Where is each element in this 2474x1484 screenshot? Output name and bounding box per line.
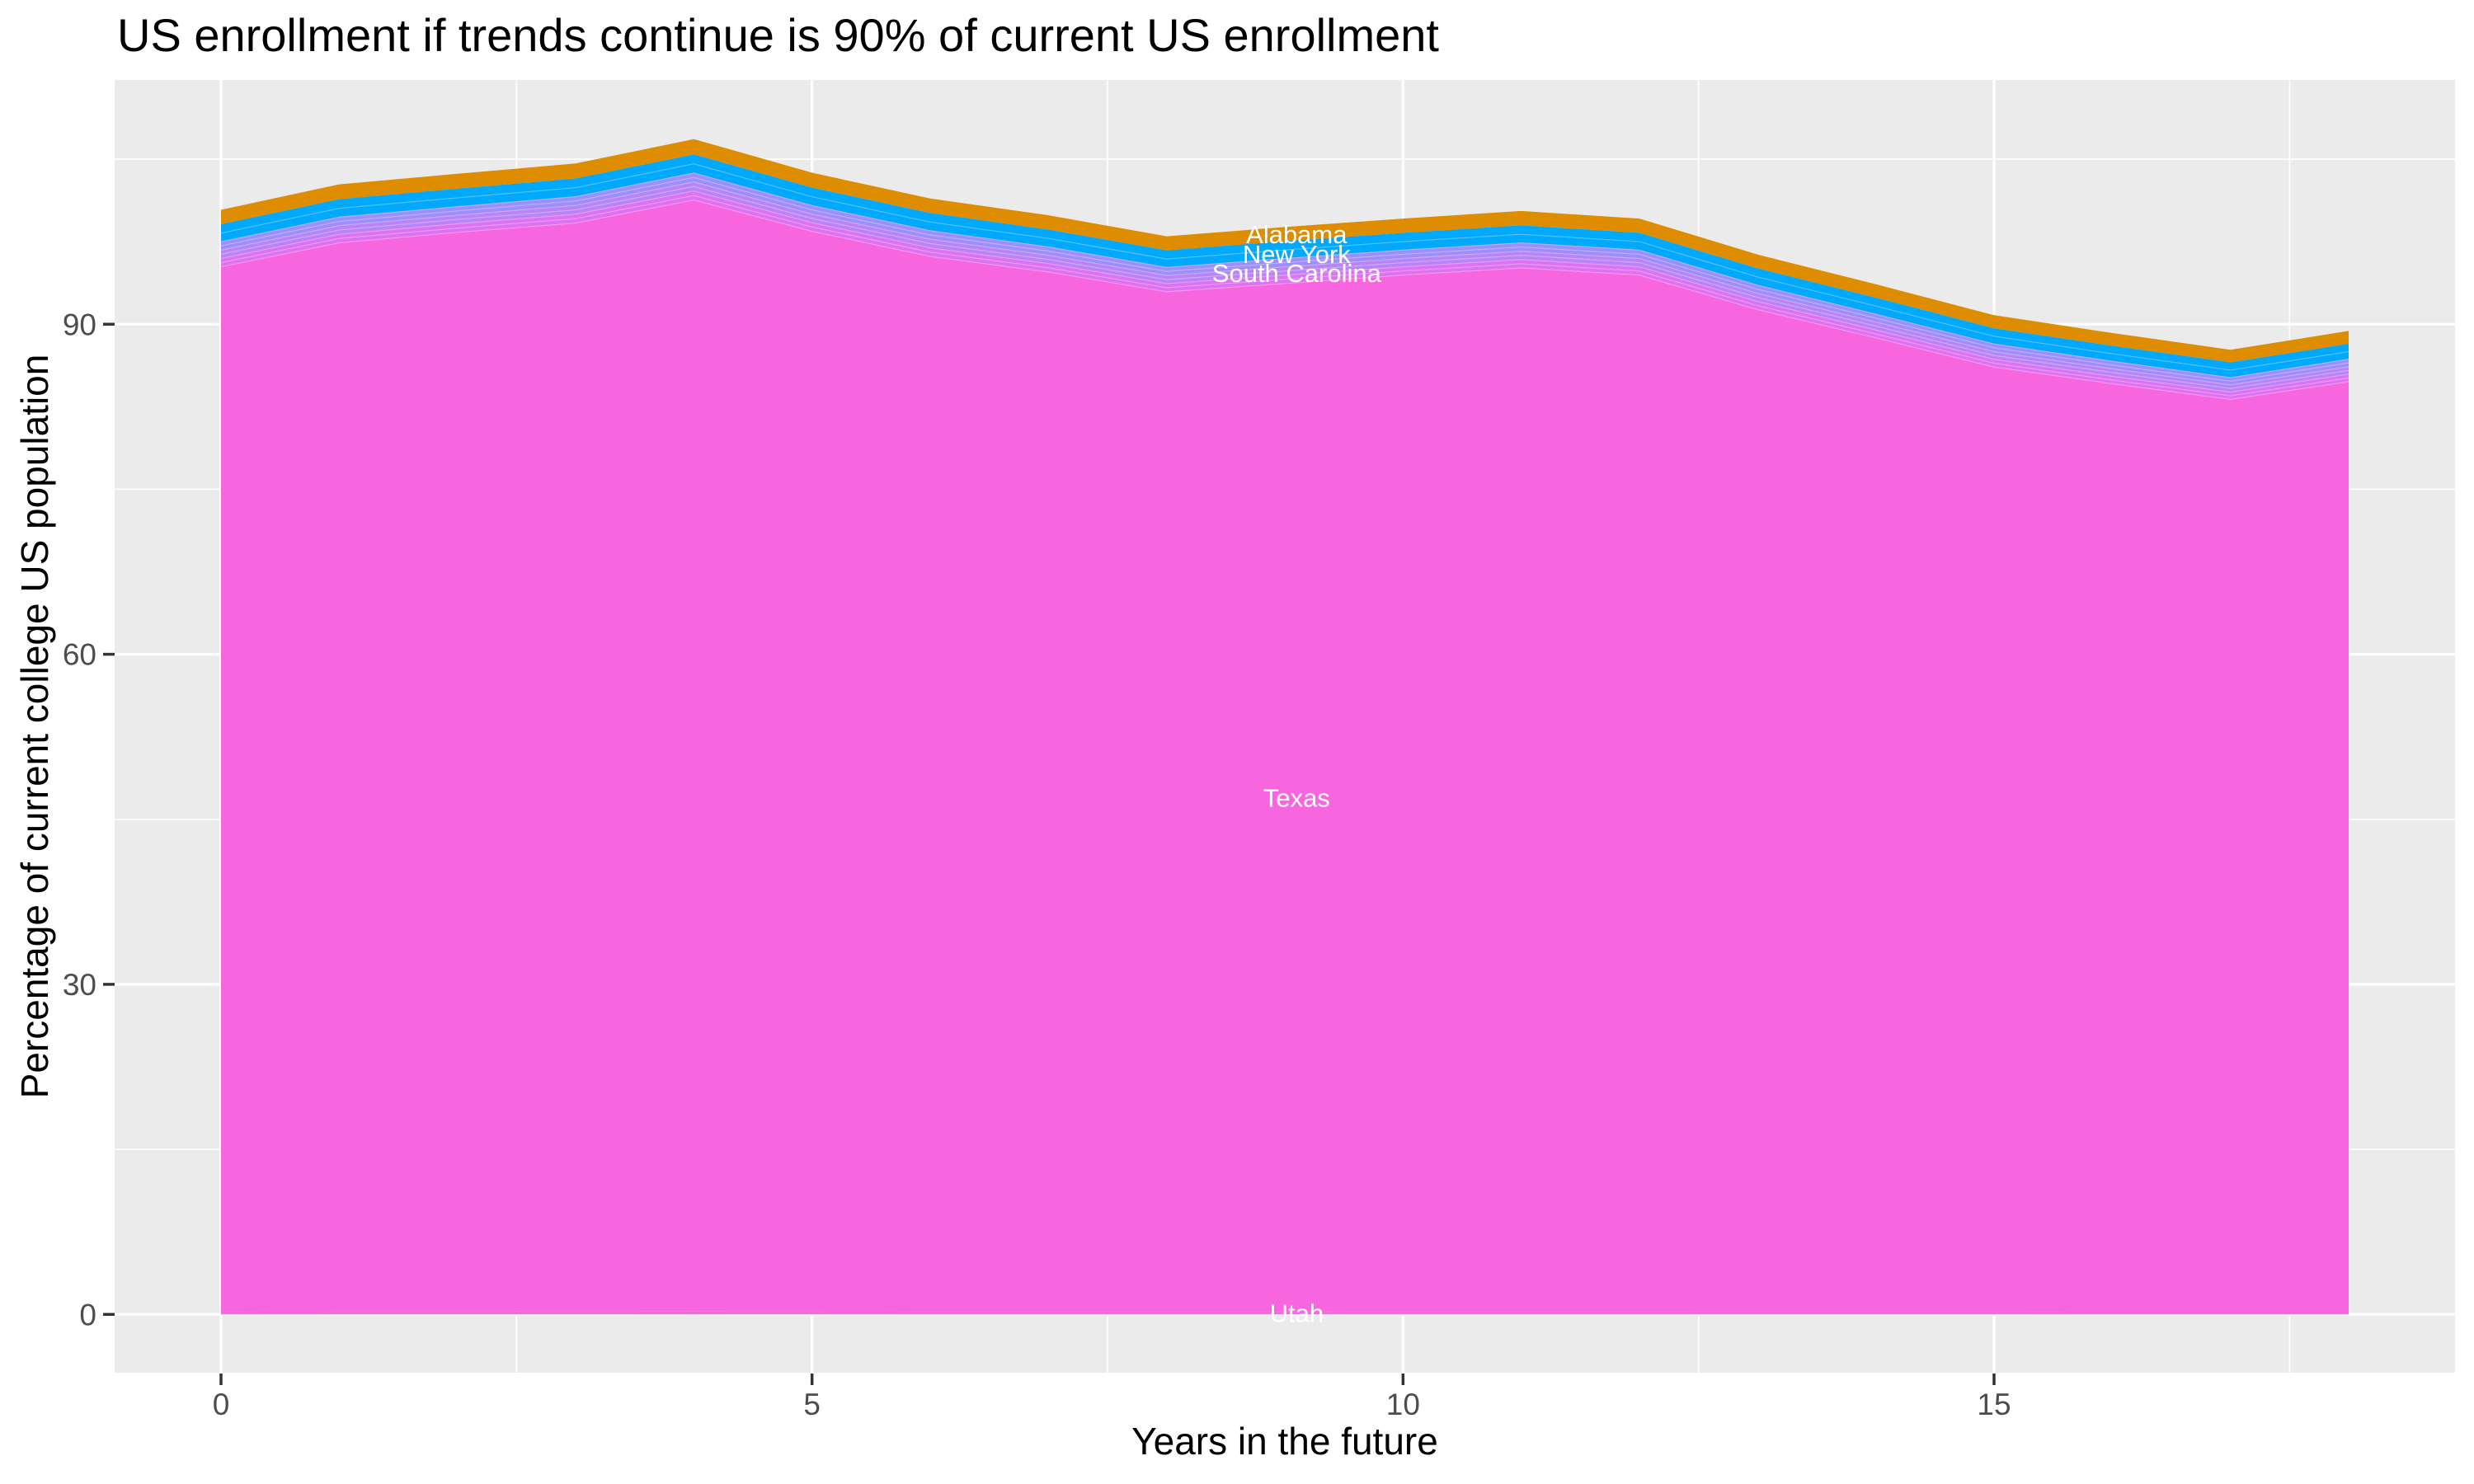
area-bands (220, 139, 2349, 1315)
area-band-utah (221, 1311, 2349, 1315)
band-label-alabama: Alabama (1246, 220, 1348, 249)
x-tick-label: 10 (1386, 1388, 1420, 1421)
y-tick-label: 30 (63, 968, 96, 1002)
band-label-south-carolina: South Carolina (1212, 259, 1382, 288)
axis-tick-labels: 0 5 10 15 0 30 60 90 (63, 308, 2011, 1421)
band-label-texas: Texas (1263, 783, 1330, 812)
y-tick-label: 90 (63, 308, 96, 341)
axis-tick-marks (103, 322, 1996, 1385)
area-band-texas (221, 200, 2349, 1313)
x-axis-title: Years in the future (1131, 1420, 1438, 1463)
x-tick-label: 5 (803, 1388, 821, 1421)
area-band-alabama (221, 139, 2349, 363)
plot-title: US enrollment if trends continue is 90% … (117, 9, 1439, 61)
band-label-utah: Utah (1270, 1299, 1324, 1328)
y-axis-title: Percentage of current college US populat… (13, 355, 56, 1099)
y-tick-label: 0 (79, 1298, 96, 1331)
x-tick-label: 0 (213, 1388, 230, 1421)
x-tick-label: 15 (1977, 1388, 2011, 1421)
band-label-new-york: New York (1243, 240, 1351, 269)
y-tick-label: 60 (63, 638, 96, 672)
